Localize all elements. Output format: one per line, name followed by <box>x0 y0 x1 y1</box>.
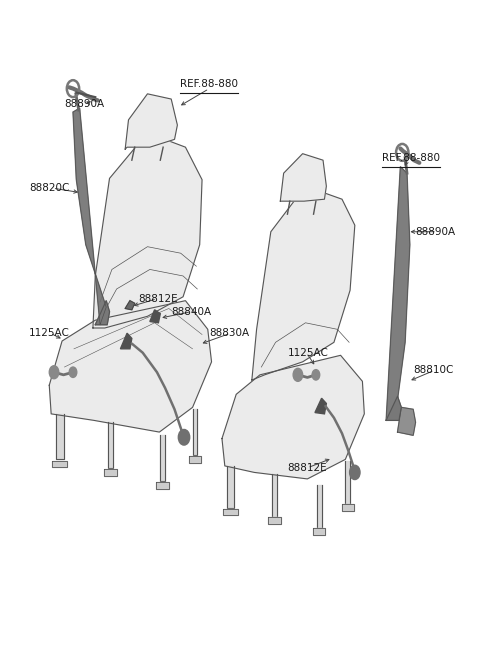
Polygon shape <box>120 333 132 349</box>
Text: 88812E: 88812E <box>138 294 178 304</box>
Text: 1125AC: 1125AC <box>288 348 328 358</box>
Polygon shape <box>125 94 178 149</box>
Text: 88890A: 88890A <box>416 227 456 237</box>
Polygon shape <box>160 436 165 481</box>
Polygon shape <box>192 409 197 455</box>
Polygon shape <box>345 461 350 504</box>
Polygon shape <box>150 310 160 323</box>
Text: 88812E: 88812E <box>288 463 327 473</box>
Polygon shape <box>386 396 401 420</box>
Polygon shape <box>93 133 202 328</box>
Circle shape <box>69 367 77 377</box>
Text: REF.88-880: REF.88-880 <box>383 153 440 163</box>
Polygon shape <box>125 300 135 310</box>
Text: 88840A: 88840A <box>171 307 211 317</box>
Circle shape <box>179 430 190 445</box>
Polygon shape <box>397 407 416 436</box>
Polygon shape <box>49 300 212 432</box>
Polygon shape <box>272 474 277 517</box>
Circle shape <box>49 366 59 379</box>
Polygon shape <box>317 485 322 527</box>
Polygon shape <box>156 482 169 489</box>
Circle shape <box>349 465 360 480</box>
Polygon shape <box>56 414 63 459</box>
Text: REF.88-880: REF.88-880 <box>180 79 238 89</box>
Polygon shape <box>189 456 201 462</box>
Polygon shape <box>252 186 355 380</box>
Polygon shape <box>315 398 326 414</box>
Polygon shape <box>268 518 281 523</box>
Text: 88830A: 88830A <box>209 328 249 338</box>
Text: 88820C: 88820C <box>29 183 69 193</box>
Polygon shape <box>108 422 113 468</box>
Polygon shape <box>386 167 410 420</box>
Polygon shape <box>52 461 67 467</box>
Polygon shape <box>313 528 325 535</box>
Polygon shape <box>104 469 117 476</box>
Text: 88810C: 88810C <box>413 365 454 375</box>
Circle shape <box>312 369 320 380</box>
Polygon shape <box>342 504 354 511</box>
Polygon shape <box>96 300 109 325</box>
Polygon shape <box>73 108 106 325</box>
Circle shape <box>293 368 302 381</box>
Polygon shape <box>222 356 364 479</box>
Polygon shape <box>227 466 234 508</box>
Text: 88890A: 88890A <box>64 98 105 109</box>
Text: 1125AC: 1125AC <box>29 328 70 338</box>
Polygon shape <box>280 154 326 201</box>
Polygon shape <box>223 509 238 516</box>
